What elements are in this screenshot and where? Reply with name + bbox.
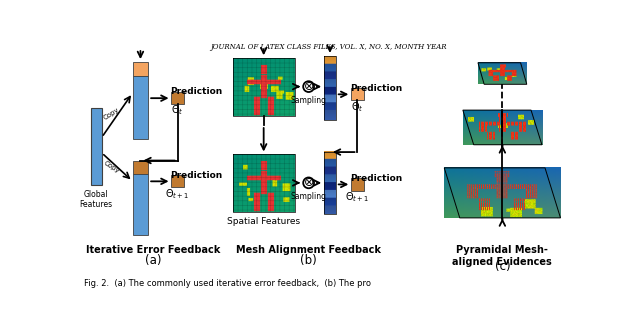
Text: Prediction: Prediction [170,170,222,179]
Bar [351,178,364,191]
Text: (b): (b) [300,254,317,268]
Bar [91,108,102,185]
Text: Fig. 2.  (a) The commonly used iterative error feedback,  (b) The pro: Fig. 2. (a) The commonly used iterative … [84,279,371,288]
Text: Prediction: Prediction [349,174,402,183]
Circle shape [303,178,314,188]
Text: Sampling: Sampling [291,96,326,105]
Text: Copy: Copy [103,160,121,175]
Text: $\Theta_t$: $\Theta_t$ [351,100,364,113]
Text: $\Theta_t$: $\Theta_t$ [172,104,184,117]
Text: Prediction: Prediction [170,87,222,97]
Text: Spatial Features: Spatial Features [227,217,300,226]
Text: $\otimes$: $\otimes$ [303,80,314,93]
Bar [132,160,148,174]
Text: $\Theta_{t+1}$: $\Theta_{t+1}$ [345,190,370,203]
Text: Mesh Alignment Feedback: Mesh Alignment Feedback [236,245,381,255]
Text: (c): (c) [495,260,510,273]
Bar [132,174,148,235]
Text: Copy: Copy [103,106,121,121]
Bar [172,92,184,104]
Text: Iterative Error Feedback: Iterative Error Feedback [86,245,221,255]
Bar [132,76,148,139]
Bar [172,175,184,188]
Text: $\otimes$: $\otimes$ [303,176,314,189]
Text: (a): (a) [145,254,162,268]
Bar [351,88,364,100]
Circle shape [303,81,314,92]
Text: Prediction: Prediction [349,84,402,93]
Text: Sampling: Sampling [291,192,326,201]
Bar [132,62,148,76]
Text: JOURNAL OF LATEX CLASS FILES, VOL. X, NO. X, MONTH YEAR: JOURNAL OF LATEX CLASS FILES, VOL. X, NO… [210,43,446,51]
Text: Pyramidal Mesh-
aligned Evidences: Pyramidal Mesh- aligned Evidences [452,245,552,267]
Text: Global
Features: Global Features [80,190,113,209]
Text: $\Theta_{t+1}$: $\Theta_{t+1}$ [165,187,190,201]
